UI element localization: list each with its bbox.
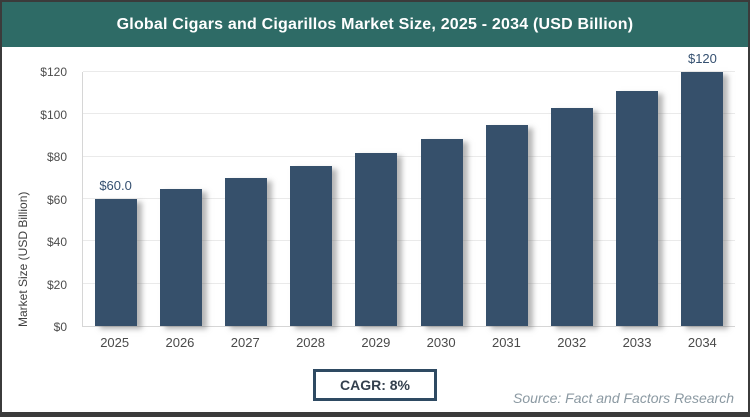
bar-2025 xyxy=(94,199,137,326)
x-tick-label-2028: 2028 xyxy=(296,335,325,350)
bar-slot-2032 xyxy=(539,72,604,326)
gridline xyxy=(83,240,735,242)
y-tick-label: $60 xyxy=(46,192,67,207)
y-tick-label: $120 xyxy=(40,65,67,79)
bar-2030 xyxy=(420,139,463,326)
x-tick-label-2031: 2031 xyxy=(491,335,521,350)
chart-footer: CAGR: 8% Source: Fact and Factors Resear… xyxy=(2,369,748,412)
data-label-2034: $120 xyxy=(687,51,717,66)
y-axis: $0 $20 $40 $60 $80 $100 $120 xyxy=(2,65,76,334)
bar-2027 xyxy=(225,177,267,326)
bar-2031 xyxy=(485,124,528,326)
bar-slot-2034: $120 xyxy=(670,51,735,326)
y-tick-label: $20 xyxy=(46,277,67,292)
x-tick-label-2032: 2032 xyxy=(557,335,587,350)
x-tick-label-2026: 2026 xyxy=(165,335,195,350)
x-tick-label-2027: 2027 xyxy=(230,335,260,350)
bar-slot-2028 xyxy=(279,72,344,326)
bar-slot-2029 xyxy=(344,72,409,326)
gridline xyxy=(83,113,735,115)
bar-2034 xyxy=(681,72,724,326)
bar-2028 xyxy=(290,165,333,326)
bar-2026 xyxy=(159,188,202,326)
bar-2032 xyxy=(551,108,594,326)
source-credit: Source: Fact and Factors Research xyxy=(513,390,734,406)
x-tick-label-2025: 2025 xyxy=(100,335,130,350)
gridline xyxy=(83,71,735,72)
bar-slot-2026 xyxy=(148,72,213,326)
bar-slot-2033 xyxy=(605,72,670,326)
bar-2033 xyxy=(616,90,659,326)
plot-area: $60.0 $120 xyxy=(82,51,735,327)
y-tick-label: $80 xyxy=(46,150,67,165)
y-tick-label: $40 xyxy=(46,235,67,250)
gridline xyxy=(83,155,735,157)
chart-header: Global Cigars and Cigarillos Market Size… xyxy=(2,2,748,47)
gridline xyxy=(83,282,735,284)
bars: $60.0 $120 xyxy=(83,51,735,326)
x-tick-label-2034: 2034 xyxy=(687,335,717,350)
y-tick-label: $0 xyxy=(53,320,67,334)
data-label-2025: $60.0 xyxy=(99,178,132,193)
chart-title: Global Cigars and Cigarillos Market Size… xyxy=(116,15,634,33)
x-axis: 2025 2026 2027 2028 2029 2030 2031 2032 2033 2034 xyxy=(82,335,735,353)
bar-slot-2030 xyxy=(409,72,474,326)
cagr-badge: CAGR: 8% xyxy=(312,369,437,401)
x-tick-label-2030: 2030 xyxy=(426,335,456,350)
bar-slot-2025: $60.0 xyxy=(83,72,148,326)
x-tick-label-2033: 2033 xyxy=(622,335,652,350)
bar-slot-2027 xyxy=(213,72,278,326)
gridline xyxy=(83,198,735,199)
y-tick-label: $100 xyxy=(40,107,67,122)
bar-2029 xyxy=(355,153,398,326)
chart-area: Market Size (USD Billion) $0 $20 $40 $60 $80… xyxy=(2,47,748,365)
bar-slot-2031 xyxy=(474,72,539,326)
x-tick-label-2029: 2029 xyxy=(361,335,391,350)
